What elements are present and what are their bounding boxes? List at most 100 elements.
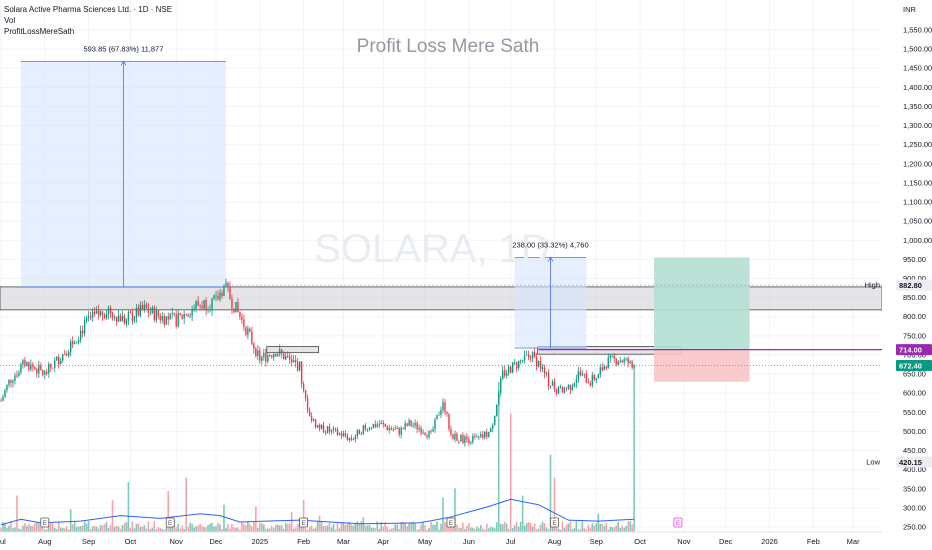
volume-bar <box>487 528 490 532</box>
candle-body <box>243 319 245 328</box>
time-axis-bg[interactable] <box>0 532 932 550</box>
low-tag[interactable] <box>896 456 932 468</box>
candle-body <box>171 312 173 315</box>
candle-body <box>83 320 86 334</box>
candle-body <box>462 434 464 444</box>
candle-body <box>444 402 446 412</box>
candle-body <box>71 341 74 345</box>
x-tick-label: Nov <box>170 537 184 546</box>
candle-body <box>412 425 414 427</box>
candle-body <box>117 315 120 322</box>
y-tick-label: 1,150.00 <box>903 178 932 187</box>
volume-bar <box>350 524 353 532</box>
volume-bar <box>233 527 235 532</box>
volume-bar <box>227 524 229 532</box>
y-tick-label: 1,300.00 <box>903 121 932 130</box>
earnings-marker[interactable] <box>550 517 559 528</box>
volume-bar <box>503 521 506 532</box>
x-tick-label: Dec <box>209 537 223 546</box>
volume-bar <box>442 497 444 532</box>
high-tag[interactable] <box>896 279 932 291</box>
candle-body <box>561 386 564 393</box>
candle-body <box>398 427 400 435</box>
candle-body <box>408 420 410 426</box>
volume-bar <box>631 524 633 532</box>
earnings-marker[interactable] <box>40 517 50 528</box>
volume-bar <box>69 509 72 532</box>
volume-bar <box>274 524 277 532</box>
earnings-marker[interactable] <box>165 517 175 528</box>
volume-bar <box>398 528 400 532</box>
volume-bar <box>14 527 16 532</box>
volume-bar <box>571 529 574 532</box>
volume-bar <box>438 529 440 532</box>
volume-bar <box>59 527 62 532</box>
volume-bar <box>597 513 600 532</box>
volume-bar <box>450 526 452 532</box>
x-tick-label: May <box>418 537 432 546</box>
volume-bar <box>565 524 568 532</box>
resistance-tag[interactable] <box>896 344 932 356</box>
last-price-tag[interactable] <box>896 360 932 372</box>
candle-body <box>517 360 520 369</box>
position-target-zone[interactable] <box>654 257 750 350</box>
volume-bar <box>358 522 361 532</box>
volume-bar <box>320 521 323 532</box>
supply-zone[interactable] <box>0 286 883 311</box>
earnings-marker[interactable] <box>299 517 309 528</box>
volume-bar <box>603 525 606 532</box>
volume-bar <box>8 525 10 532</box>
volume-bar <box>103 524 106 532</box>
y-tick-label: 550.00 <box>903 408 926 417</box>
x-tick-label: Oct <box>125 537 138 546</box>
candle-body <box>623 359 625 363</box>
candle-body <box>543 367 546 374</box>
candle-body <box>286 355 289 357</box>
volume-bar <box>12 528 14 532</box>
candle-body <box>239 311 241 318</box>
volume-bar <box>6 527 8 532</box>
volume-bar <box>474 528 476 532</box>
volume-bar <box>599 523 602 532</box>
volume-bar <box>458 527 460 532</box>
volume-bar <box>251 526 253 532</box>
volume-bar <box>229 528 231 532</box>
candle-body <box>464 436 466 444</box>
candle-body <box>79 330 82 341</box>
volume-bar <box>448 525 450 532</box>
volume-bar <box>0 527 2 532</box>
volume-bar <box>378 528 381 532</box>
volume-bar <box>511 528 514 532</box>
candle-body <box>410 420 412 426</box>
volume-bar <box>40 526 42 532</box>
volume-bar <box>440 523 442 532</box>
earnings-marker[interactable] <box>673 517 683 528</box>
candle-body <box>434 419 436 430</box>
volume-bar <box>249 523 251 532</box>
symbol-title[interactable]: Solara Active Pharma Sciences Ltd. · 1D … <box>4 5 173 14</box>
volume-bar <box>364 525 367 532</box>
candle-body <box>344 433 347 437</box>
candle-body <box>119 315 122 322</box>
candle-body <box>121 316 124 322</box>
candle-body <box>456 433 458 441</box>
y-tick-label: 500.00 <box>903 427 926 436</box>
volume-bar <box>139 526 142 532</box>
candle-body <box>627 358 629 364</box>
candle-body <box>211 298 213 310</box>
candle-body <box>629 361 631 364</box>
volume-bar <box>468 523 470 532</box>
x-tick-label: Mar <box>337 537 350 546</box>
earnings-marker[interactable] <box>446 517 456 528</box>
volume-bar <box>213 526 215 532</box>
measure-label: 238.00 (33.32%) 4,760 <box>512 240 588 249</box>
volume-indicator-label[interactable]: Vol <box>4 16 16 25</box>
candle-body <box>615 358 617 365</box>
custom-indicator-label[interactable]: ProfitLossMereSath <box>4 27 75 36</box>
candle-body <box>259 350 261 361</box>
volume-bar <box>406 526 408 532</box>
candle-body <box>107 307 110 314</box>
candle-body <box>609 355 611 358</box>
supply-zone[interactable] <box>266 346 319 354</box>
